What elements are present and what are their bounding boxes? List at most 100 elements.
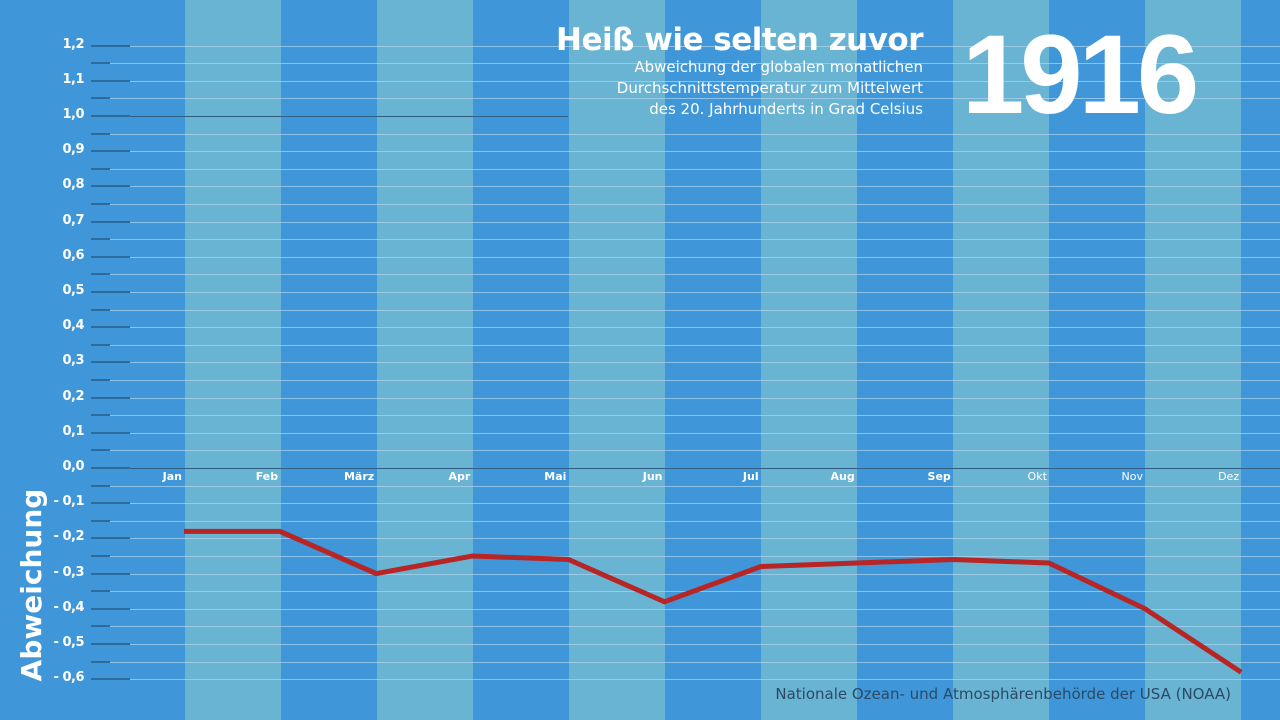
y-tick-label: 0,5 bbox=[62, 283, 84, 298]
month-band bbox=[185, 0, 281, 720]
chart-title: Heiß wie selten zuvor bbox=[556, 22, 923, 58]
minor-tick bbox=[91, 414, 110, 416]
y-tick-label: 0,1 bbox=[62, 424, 84, 439]
major-tick bbox=[91, 361, 130, 363]
month-label: Nov bbox=[1121, 470, 1143, 483]
month-label: Jul bbox=[742, 470, 759, 483]
gridline bbox=[110, 380, 1280, 381]
gridline bbox=[130, 574, 1280, 575]
y-tick-label: 0,0 bbox=[62, 459, 84, 474]
y-tick-label: 0,3 bbox=[62, 353, 84, 368]
y-tick-label: - 0,2 bbox=[53, 529, 85, 544]
major-tick bbox=[91, 537, 130, 539]
major-tick bbox=[91, 80, 130, 82]
month-label: Okt bbox=[1027, 470, 1047, 483]
y-tick-label: - 0,5 bbox=[53, 635, 85, 650]
minor-tick bbox=[91, 661, 110, 663]
y-tick-label: - 0,4 bbox=[53, 600, 85, 615]
gridline bbox=[110, 134, 1280, 135]
y-tick-label: 0,8 bbox=[62, 177, 84, 192]
month-label: Feb bbox=[255, 470, 279, 483]
major-tick bbox=[91, 643, 130, 645]
month-label: Aug bbox=[830, 470, 855, 483]
minor-tick bbox=[91, 449, 110, 451]
gridline bbox=[130, 433, 1280, 434]
minor-tick bbox=[91, 203, 110, 205]
minor-tick bbox=[91, 309, 110, 311]
major-tick bbox=[91, 678, 130, 680]
minor-tick bbox=[91, 520, 110, 522]
year-label: 1916 bbox=[962, 12, 1199, 137]
y-tick-label: 1,2 bbox=[62, 37, 84, 52]
gridline bbox=[130, 362, 1280, 363]
gridline bbox=[130, 46, 1280, 47]
gridline bbox=[110, 345, 1280, 346]
gridline bbox=[110, 63, 1280, 64]
gridline bbox=[130, 292, 1280, 293]
y-tick-label: 0,4 bbox=[62, 318, 84, 333]
major-tick bbox=[91, 397, 130, 399]
gridline bbox=[110, 310, 1280, 311]
y-tick-label: 0,7 bbox=[62, 213, 84, 228]
gridline bbox=[110, 239, 1280, 240]
month-label: März bbox=[343, 470, 375, 483]
gridline bbox=[110, 521, 1280, 522]
minor-tick bbox=[91, 344, 110, 346]
gridline bbox=[110, 169, 1280, 170]
minor-tick bbox=[91, 590, 110, 592]
chart-subtitle-line-3: des 20. Jahrhunderts in Grad Celsius bbox=[649, 100, 923, 118]
gridline bbox=[110, 556, 1280, 557]
y-tick-label: 0,2 bbox=[62, 389, 84, 404]
y-tick-label: 1,1 bbox=[62, 72, 84, 87]
minor-tick bbox=[91, 168, 110, 170]
y-tick-label: - 0,1 bbox=[53, 494, 85, 509]
month-label: Dez bbox=[1218, 470, 1240, 483]
gridline bbox=[130, 151, 1280, 152]
gridline bbox=[130, 327, 1280, 328]
minor-tick bbox=[91, 97, 110, 99]
gridline bbox=[110, 274, 1280, 275]
month-band bbox=[1145, 0, 1241, 720]
y-tick-label: 1,0 bbox=[62, 107, 84, 122]
minor-tick bbox=[91, 379, 110, 381]
y-tick-label: - 0,6 bbox=[53, 670, 85, 685]
gridline bbox=[130, 609, 1280, 610]
minor-tick bbox=[91, 273, 110, 275]
gridline bbox=[130, 186, 1280, 187]
gridline bbox=[130, 644, 1280, 645]
gridline bbox=[130, 398, 1280, 399]
zero-line bbox=[91, 468, 1280, 469]
major-tick bbox=[91, 467, 130, 469]
gridline bbox=[130, 538, 1280, 539]
gridline bbox=[130, 503, 1280, 504]
minor-tick bbox=[91, 555, 110, 557]
major-tick bbox=[91, 326, 130, 328]
gridline bbox=[130, 222, 1280, 223]
chart-subtitle-line-2: Durchschnittstemperatur zum Mittelwert bbox=[616, 79, 923, 97]
month-label: Mai bbox=[544, 470, 567, 483]
major-tick bbox=[91, 432, 130, 434]
major-tick bbox=[91, 221, 130, 223]
major-tick bbox=[91, 573, 130, 575]
gridline bbox=[110, 98, 1280, 99]
chart-subtitle-line-1: Abweichung der globalen monatlichen bbox=[634, 58, 923, 76]
month-label: Jun bbox=[642, 470, 663, 483]
gridline bbox=[110, 450, 1280, 451]
major-tick bbox=[91, 115, 130, 117]
y-tick-label: 0,6 bbox=[62, 248, 84, 263]
month-band bbox=[569, 0, 665, 720]
major-tick bbox=[91, 256, 130, 258]
month-band bbox=[761, 0, 857, 720]
gridline bbox=[110, 662, 1280, 663]
gridline bbox=[110, 204, 1280, 205]
major-tick bbox=[91, 502, 130, 504]
month-label: Apr bbox=[448, 470, 471, 483]
major-tick bbox=[91, 185, 130, 187]
minor-tick bbox=[91, 485, 110, 487]
gridline bbox=[110, 415, 1280, 416]
major-tick bbox=[91, 150, 130, 152]
y-axis-title: Abweichung bbox=[15, 488, 48, 682]
gridline bbox=[130, 257, 1280, 258]
major-tick bbox=[91, 608, 130, 610]
